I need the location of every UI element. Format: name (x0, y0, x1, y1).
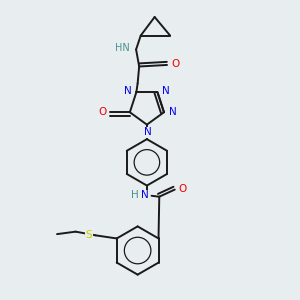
Text: N: N (169, 107, 177, 117)
Text: H: H (131, 190, 138, 200)
Text: O: O (172, 59, 180, 69)
Text: N: N (144, 128, 152, 137)
Text: O: O (178, 184, 187, 194)
Text: N: N (162, 86, 170, 96)
Text: HN: HN (115, 43, 130, 53)
Text: O: O (98, 107, 106, 117)
Text: N: N (124, 86, 132, 96)
Text: N: N (142, 190, 149, 200)
Text: S: S (85, 230, 92, 240)
